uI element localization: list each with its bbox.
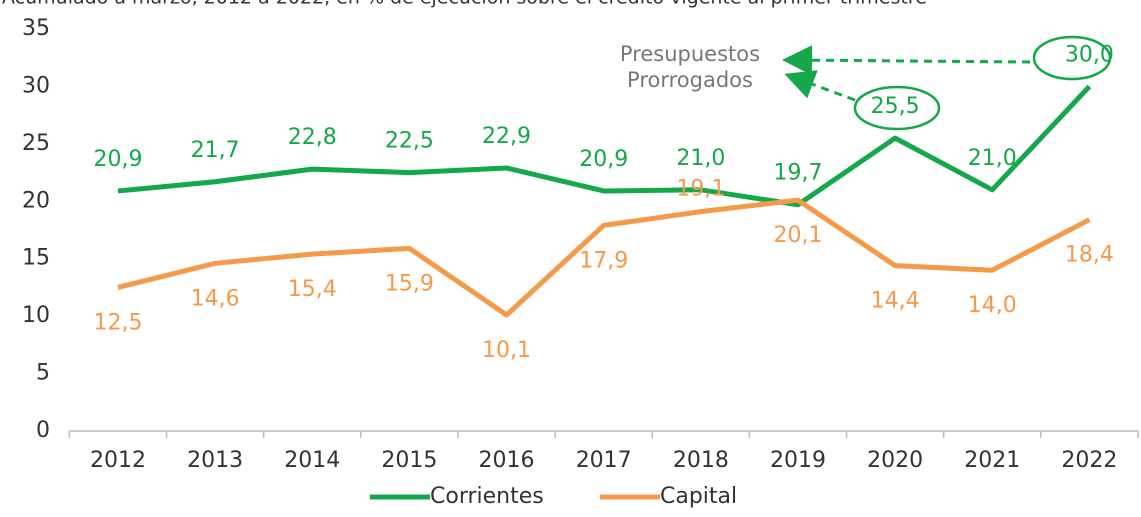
x-tick-label: 2021 xyxy=(964,448,1020,473)
data-label: 15,4 xyxy=(288,277,337,302)
data-label: 10,1 xyxy=(482,338,531,363)
series-line xyxy=(117,197,1091,318)
data-label: 25,5 xyxy=(871,94,920,119)
x-tick-label: 2016 xyxy=(479,448,535,473)
data-label: 19,1 xyxy=(676,177,725,202)
data-label: 22,8 xyxy=(288,125,337,150)
y-tick-label: 25 xyxy=(22,131,50,156)
data-label: 14,0 xyxy=(968,293,1017,318)
data-label: 14,6 xyxy=(191,286,240,311)
data-label: 18,4 xyxy=(1065,243,1114,268)
y-tick-label: 30 xyxy=(22,73,50,98)
y-tick-label: 0 xyxy=(36,418,50,443)
x-tick-label: 2015 xyxy=(381,448,437,473)
highlight-ellipse xyxy=(853,85,941,131)
x-tick-label: 2012 xyxy=(90,448,146,473)
x-tick-label: 2020 xyxy=(867,448,923,473)
data-label: 20,9 xyxy=(93,147,142,172)
data-label: 19,7 xyxy=(773,161,822,186)
data-label: 17,9 xyxy=(579,248,628,273)
data-label: 15,9 xyxy=(385,271,434,296)
y-tick-label: 10 xyxy=(22,303,50,328)
x-tick-label: 2014 xyxy=(284,448,340,473)
y-tick-label: 5 xyxy=(36,361,50,386)
x-tick-label: 2013 xyxy=(187,448,243,473)
data-label: 20,9 xyxy=(579,147,628,172)
y-tick-label: 15 xyxy=(22,246,50,271)
data-label: 21,0 xyxy=(676,146,725,171)
highlight-ellipse xyxy=(1032,35,1112,81)
y-tick-label: 35 xyxy=(22,16,50,41)
subtitle: Acumulado a marzo, 2012 a 2022, en % de … xyxy=(2,0,927,9)
x-tick-label: 2017 xyxy=(576,448,632,473)
x-tick-label: 2019 xyxy=(770,448,826,473)
x-tick-label: 2018 xyxy=(673,448,729,473)
annotation: Prorrogados xyxy=(627,68,753,92)
legend-label: Capital xyxy=(660,484,737,509)
annotation-arrow xyxy=(784,70,856,102)
series-line xyxy=(117,84,1092,208)
data-label: 12,5 xyxy=(93,310,142,335)
data-label: 20,1 xyxy=(773,223,822,248)
annotation-arrow xyxy=(782,45,1031,76)
y-tick-label: 20 xyxy=(22,188,50,213)
data-label: 22,5 xyxy=(385,129,434,154)
data-label: 21,7 xyxy=(191,138,240,163)
data-label: 22,9 xyxy=(482,124,531,149)
data-label: 30,0 xyxy=(1065,42,1114,67)
legend-label: Corrientes xyxy=(430,484,544,509)
data-label: 21,0 xyxy=(968,146,1017,171)
x-tick-label: 2022 xyxy=(1061,448,1117,473)
data-label: 14,4 xyxy=(871,289,920,314)
annotation: Presupuestos xyxy=(620,42,760,66)
